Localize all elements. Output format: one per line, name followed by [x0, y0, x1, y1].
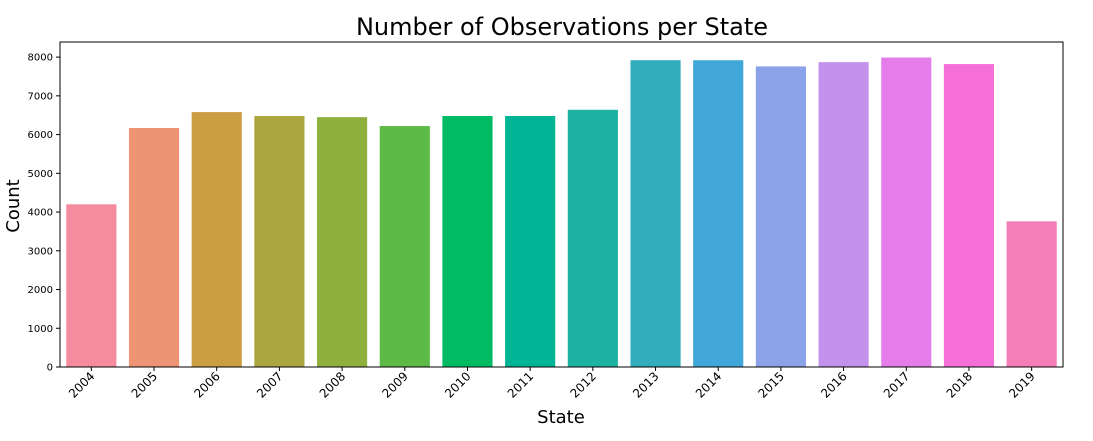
bar-2015	[755, 66, 806, 368]
x-tick-label-2009: 2009	[379, 369, 410, 400]
y-tick-label-4000: 4000	[28, 208, 53, 219]
y-axis: 0 1000 2000 3000 4000 5000 6000 7000 8000	[28, 53, 60, 374]
x-axis: 2004 2005 2006 2007 2008 2009 2010 2011 2012 2013…	[66, 367, 1038, 401]
x-tick-label-2018: 2018	[944, 369, 975, 400]
x-tick-label-2013: 2013	[630, 369, 661, 400]
y-tick-label-2000: 2000	[28, 285, 53, 296]
y-tick-label-7000: 7000	[28, 91, 53, 102]
bar-2018	[943, 64, 995, 367]
bar-2012	[567, 109, 618, 367]
bar-2017	[881, 57, 932, 368]
x-tick-label-2010: 2010	[442, 369, 473, 400]
x-tick-label-2014: 2014	[693, 369, 724, 400]
y-tick-label-6000: 6000	[28, 130, 53, 141]
y-axis-label: Count	[3, 179, 24, 232]
plot-frame	[59, 41, 1064, 368]
bar-2004	[66, 204, 117, 367]
x-axis-label: State	[537, 407, 585, 428]
x-tick-label-2007: 2007	[254, 369, 285, 400]
bar-2009	[379, 126, 430, 367]
bar-2005	[128, 128, 180, 367]
x-tick-label-2015: 2015	[756, 369, 787, 400]
x-tick-label-2004: 2004	[66, 369, 97, 400]
chart-title: Number of Observations per State	[356, 13, 768, 41]
bar-2019	[1006, 221, 1057, 367]
y-tick-label-3000: 3000	[28, 246, 53, 257]
bar-2016	[818, 62, 869, 367]
y-tick-label-8000: 8000	[28, 53, 53, 64]
x-tick-label-2006: 2006	[191, 369, 222, 400]
x-tick-label-2012: 2012	[567, 369, 598, 400]
bar-2007	[254, 115, 305, 368]
x-tick-label-2008: 2008	[317, 369, 348, 400]
x-tick-label-2017: 2017	[881, 369, 912, 400]
bar-2011	[505, 115, 556, 368]
bar-2014	[693, 60, 744, 368]
x-tick-label-2005: 2005	[129, 369, 160, 400]
bars-group	[66, 57, 1057, 368]
bar-2006	[191, 112, 242, 367]
x-tick-label-2016: 2016	[818, 369, 849, 400]
y-tick-label-5000: 5000	[28, 169, 53, 180]
y-tick-label-1000: 1000	[28, 324, 53, 335]
bar-2010	[442, 115, 493, 368]
x-tick-label-2011: 2011	[505, 369, 536, 400]
x-tick-label-2019: 2019	[1006, 369, 1037, 400]
bar-2008	[317, 117, 368, 368]
y-tick-label-0: 0	[47, 363, 53, 374]
bar-2013	[630, 60, 681, 368]
